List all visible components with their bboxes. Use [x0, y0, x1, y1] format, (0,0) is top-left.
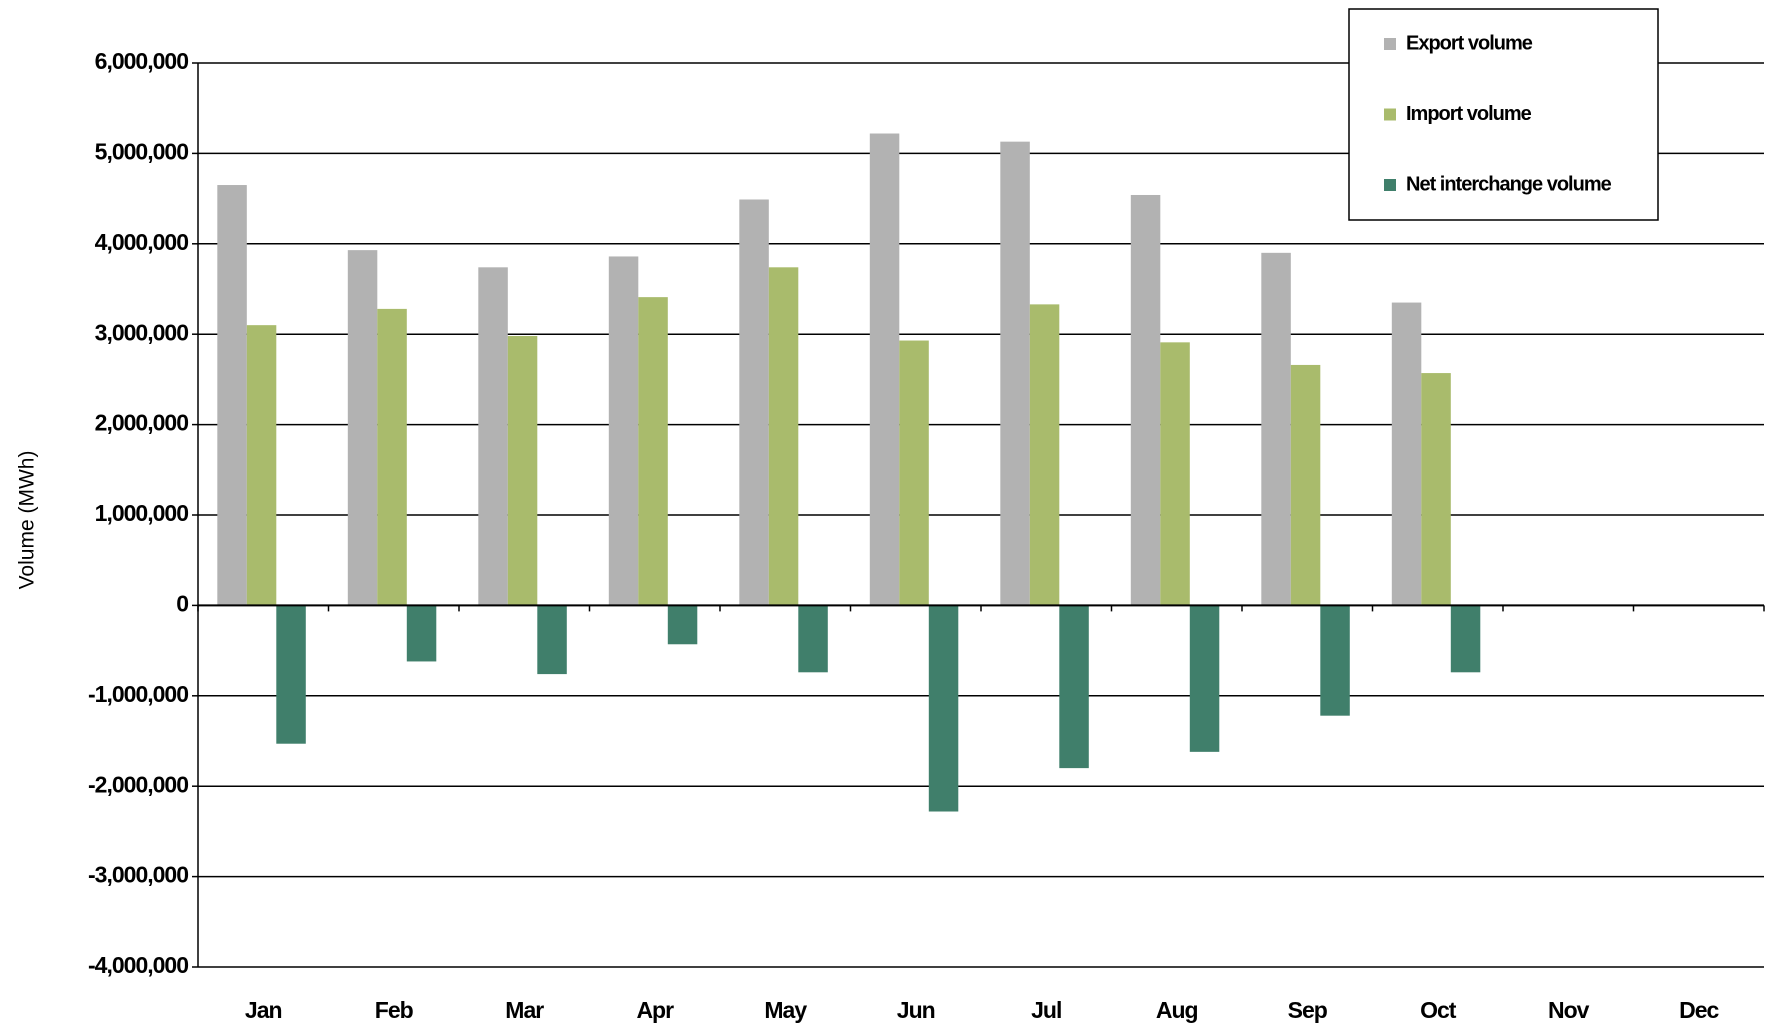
bar: [276, 605, 306, 744]
bar: [1160, 342, 1190, 606]
bar: [608, 256, 639, 606]
y-tick-label: 5,000,000: [95, 138, 189, 164]
bar: [377, 308, 407, 606]
legend-marker: [1384, 179, 1396, 191]
bar: [217, 185, 247, 606]
bar: [667, 605, 698, 645]
bar: [1130, 194, 1161, 606]
y-tick-label: -4,000,000: [88, 952, 188, 978]
bar: [1059, 605, 1089, 769]
legend-marker: [1384, 38, 1396, 50]
x-tick-label: Jul: [1031, 997, 1061, 1023]
legend-label: Import volume: [1406, 103, 1532, 125]
x-tick-label: Mar: [505, 997, 544, 1023]
bar: [1421, 373, 1451, 606]
legend-box: [1348, 8, 1659, 221]
y-tick-label: 0: [176, 590, 188, 616]
y-tick-label: -2,000,000: [88, 771, 188, 797]
bar: [638, 297, 668, 606]
y-tick-label: 6,000,000: [95, 48, 189, 74]
x-tick-label: Feb: [375, 997, 414, 1023]
legend-label: Export volume: [1406, 32, 1533, 54]
bar: [507, 336, 538, 606]
bar: [478, 267, 508, 606]
bar: [1290, 364, 1321, 606]
bar: [1450, 605, 1481, 673]
y-axis-label: Volume (MWh): [16, 451, 39, 590]
bar: [928, 605, 959, 812]
bar: [798, 605, 828, 673]
bar: [1261, 252, 1291, 606]
bar: [739, 199, 769, 606]
legend-label: Net interchange volume: [1406, 173, 1612, 195]
bar: [537, 605, 567, 675]
x-tick-label: May: [764, 997, 807, 1023]
legend-marker: [1384, 108, 1396, 121]
bar: [1000, 141, 1030, 606]
x-tick-label: Aug: [1156, 997, 1198, 1023]
y-tick-label: 3,000,000: [95, 319, 189, 345]
bar: [768, 267, 799, 606]
bar: [246, 325, 277, 606]
bar: [1189, 605, 1220, 752]
x-tick-label: Oct: [1420, 997, 1457, 1023]
y-tick-label: 4,000,000: [95, 229, 189, 255]
y-tick-label: -3,000,000: [88, 862, 188, 888]
x-tick-label: Nov: [1548, 997, 1590, 1023]
bar: [869, 133, 900, 606]
bar: [1320, 605, 1350, 716]
x-tick-label: Apr: [636, 997, 674, 1023]
bar: [1391, 302, 1422, 606]
x-tick-label: Jun: [897, 997, 935, 1023]
bar: [1029, 304, 1060, 606]
y-tick-label: 1,000,000: [95, 500, 189, 526]
x-tick-label: Jan: [245, 997, 282, 1023]
bar: [406, 605, 437, 662]
bar: [347, 250, 378, 606]
x-tick-label: Sep: [1288, 997, 1328, 1023]
x-tick-label: Dec: [1679, 997, 1719, 1023]
y-tick-label: -1,000,000: [88, 681, 188, 707]
bar: [899, 340, 929, 606]
y-tick-label: 2,000,000: [95, 410, 189, 436]
